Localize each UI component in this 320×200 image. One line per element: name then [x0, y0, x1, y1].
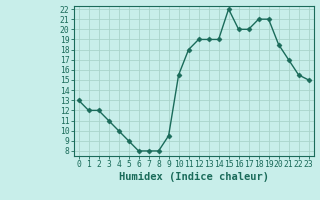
- X-axis label: Humidex (Indice chaleur): Humidex (Indice chaleur): [119, 172, 268, 182]
